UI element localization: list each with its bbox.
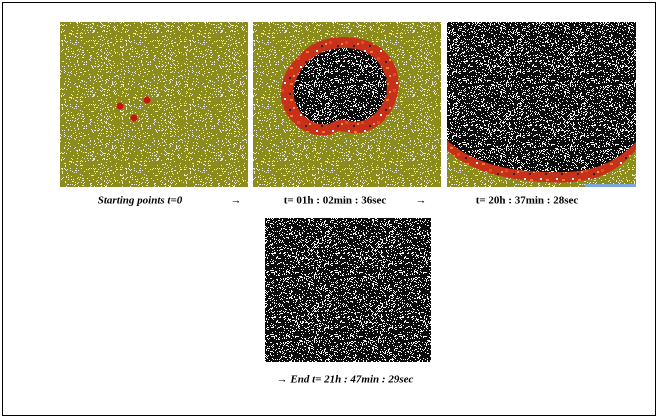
arrow: → bbox=[416, 195, 427, 207]
panel-image bbox=[253, 22, 441, 187]
start-point bbox=[131, 115, 138, 122]
panel-image bbox=[447, 22, 637, 187]
caption: Starting points t=0 bbox=[98, 195, 183, 207]
caption: t= 20h : 37min : 28sec bbox=[476, 195, 579, 207]
caption: t= 01h : 02min : 36sec bbox=[284, 195, 387, 207]
arrow: → bbox=[231, 195, 242, 207]
panel-image bbox=[265, 218, 431, 362]
panel-image bbox=[60, 22, 248, 187]
caption: → End t= 21h : 47min : 29sec bbox=[277, 374, 414, 386]
figure: Starting points t=0 → t= 01h : 02min : 3… bbox=[0, 0, 659, 419]
start-point bbox=[117, 103, 124, 110]
start-point bbox=[144, 97, 151, 104]
